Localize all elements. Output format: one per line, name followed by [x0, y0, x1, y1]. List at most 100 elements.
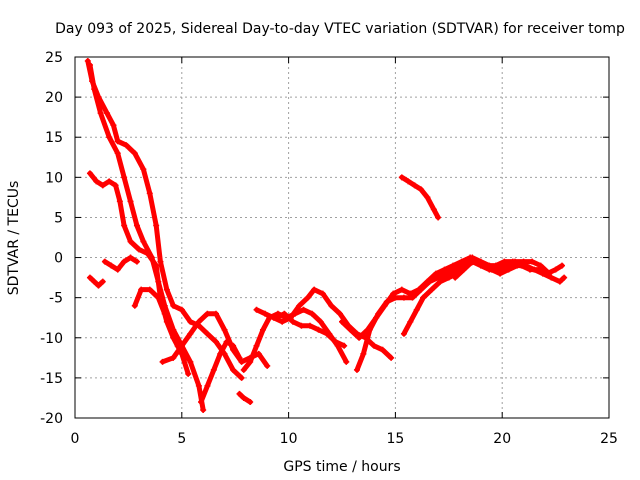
data-point: [91, 278, 98, 285]
series-track-8: [198, 338, 243, 405]
y-tick-label: 25: [45, 50, 63, 66]
data-point: [133, 258, 140, 265]
series-trace: [85, 58, 245, 381]
data-point: [460, 258, 467, 265]
data-point: [236, 390, 243, 397]
y-tick-label: -20: [40, 411, 63, 427]
data-point: [356, 334, 363, 341]
data-point: [136, 246, 143, 253]
series-track-2: [86, 62, 207, 413]
data-point: [236, 354, 243, 361]
data-point: [514, 262, 521, 269]
data-point: [178, 342, 185, 349]
data-point: [238, 358, 245, 365]
grid-layer: [75, 57, 609, 418]
data-point: [400, 294, 407, 301]
data-point: [210, 366, 217, 373]
data-point: [195, 318, 202, 325]
data-point: [178, 306, 185, 313]
data-point: [138, 286, 145, 293]
data-point: [398, 286, 405, 293]
series-track-1: [84, 58, 245, 381]
series-track-9: [236, 390, 254, 405]
data-point: [84, 58, 91, 65]
y-tick-label: -10: [40, 331, 63, 347]
data-point: [281, 310, 288, 317]
data-point: [341, 342, 348, 349]
data-point: [317, 318, 324, 325]
data-point: [91, 86, 98, 93]
data-point: [144, 250, 151, 257]
data-point: [161, 310, 168, 317]
data-point: [375, 310, 382, 317]
data-point: [443, 270, 450, 277]
data-point: [418, 286, 425, 293]
data-point: [441, 266, 448, 273]
data-point: [104, 110, 111, 117]
data-point: [452, 274, 459, 281]
data-point: [223, 338, 230, 345]
data-point: [255, 350, 262, 357]
data-point: [86, 274, 93, 281]
data-point: [195, 382, 202, 389]
data-point: [131, 302, 138, 309]
data-point: [110, 122, 117, 129]
data-point: [392, 294, 399, 301]
y-tick-label: 15: [45, 130, 63, 146]
series-track-14: [353, 254, 553, 373]
data-point: [121, 222, 128, 229]
plot-frame: [74, 56, 610, 419]
tick-layer: 0 5 10 15 20 25 -20 -15 -10 -5 0 5 10 15 20 25: [40, 50, 618, 447]
data-point: [328, 302, 335, 309]
series-trace: [102, 255, 140, 273]
data-point: [360, 350, 367, 357]
data-point: [204, 310, 211, 317]
data-point: [106, 178, 113, 185]
data-point: [428, 286, 435, 293]
data-point: [424, 194, 431, 201]
data-point: [432, 270, 439, 277]
data-point: [400, 330, 407, 337]
data-point: [409, 294, 416, 301]
data-point: [398, 174, 405, 181]
data-point: [450, 262, 457, 269]
data-point: [108, 262, 115, 269]
data-point: [405, 178, 412, 185]
data-point: [253, 342, 260, 349]
data-point: [418, 186, 425, 193]
series-track-5: [86, 274, 106, 289]
data-point: [262, 310, 269, 317]
data-point: [486, 266, 493, 273]
x-tick-label: 5: [177, 431, 186, 447]
data-point: [114, 150, 121, 157]
data-point: [315, 326, 322, 333]
data-point: [279, 318, 286, 325]
data-point: [212, 310, 219, 317]
data-point: [200, 406, 207, 413]
data-point: [163, 286, 170, 293]
data-point: [505, 266, 512, 273]
data-point: [336, 310, 343, 317]
data-point: [204, 330, 211, 337]
data-point: [390, 290, 397, 297]
data-point: [324, 330, 331, 337]
data-point: [140, 166, 147, 173]
data-point: [306, 322, 313, 329]
data-point: [253, 306, 260, 313]
data-point: [264, 362, 271, 369]
data-point: [127, 198, 134, 205]
data-point: [371, 342, 378, 349]
data-point: [300, 306, 307, 313]
data-point: [168, 326, 175, 333]
data-point: [247, 398, 254, 405]
data-point: [86, 170, 93, 177]
data-point: [116, 198, 123, 205]
data-point: [332, 338, 339, 345]
data-point: [153, 222, 160, 229]
data-point: [437, 278, 444, 285]
data-point: [212, 338, 219, 345]
data-point: [559, 262, 566, 269]
data-point: [121, 174, 128, 181]
